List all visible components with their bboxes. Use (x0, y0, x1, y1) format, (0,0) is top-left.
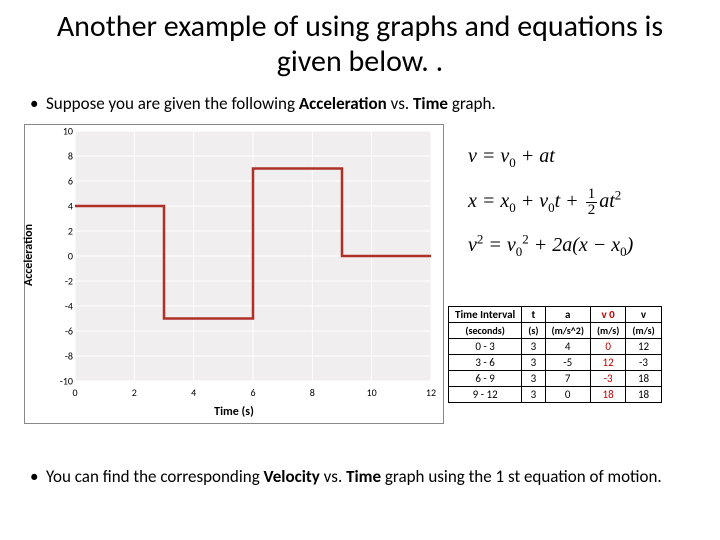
table-header: Time Interval (449, 307, 522, 323)
table-cell: 3 (522, 387, 545, 403)
xtick: 0 (65, 386, 85, 399)
b1-pre: Suppose you are given the following (46, 93, 299, 114)
chart-container: Acceleration Time (s) -10-8-6-4-20246810… (24, 124, 444, 424)
ytick: 8 (57, 150, 73, 163)
table-cell: -3 (626, 355, 661, 371)
content-area: Acceleration Time (s) -10-8-6-4-20246810… (0, 120, 720, 460)
ytick: -2 (57, 275, 73, 288)
table-cell: 3 (522, 371, 545, 387)
table-cell: 18 (626, 387, 661, 403)
table-cell: 0 - 3 (449, 339, 522, 355)
xtick: 2 (124, 386, 144, 399)
ytick: 4 (57, 200, 73, 213)
table-unit: (m/s^2) (545, 323, 590, 339)
ytick: 0 (57, 250, 73, 263)
table-row: 9 - 12301818 (449, 387, 662, 403)
table-header-row: Time Intervaltav 0v (449, 307, 662, 323)
table-row: 0 - 334012 (449, 339, 662, 355)
b2-mid: vs. (320, 466, 346, 487)
table-header: t (522, 307, 545, 323)
table-cell: 4 (545, 339, 590, 355)
ytick: -4 (57, 300, 73, 313)
table-unit: (s) (522, 323, 545, 339)
table-unit: (m/s) (626, 323, 661, 339)
ytick: 10 (57, 125, 73, 138)
table-cell: 18 (626, 371, 661, 387)
ytick: -6 (57, 325, 73, 338)
slide-title: Another example of using graphs and equa… (0, 0, 720, 87)
xtick: 10 (362, 386, 382, 399)
equations-block: v = v0 + at x = x0 + v0t + 12at2 v2 = v0… (468, 130, 698, 271)
table-row: 3 - 63-512-3 (449, 355, 662, 371)
table-cell: 7 (545, 371, 590, 387)
b1-post: graph. (448, 93, 496, 114)
equation-2: x = x0 + v0t + 12at2 (468, 183, 698, 219)
table-cell: 0 (545, 387, 590, 403)
chart-svg (75, 131, 431, 381)
table-cell: 18 (590, 387, 625, 403)
table-header: v 0 (590, 307, 625, 323)
table-cell: -3 (590, 371, 625, 387)
table-cell: 0 (590, 339, 625, 355)
b2-bold: Velocity (264, 466, 320, 487)
chart-xlabel: Time (s) (25, 405, 443, 419)
table-cell: 12 (590, 355, 625, 371)
xtick: 6 (243, 386, 263, 399)
chart-ylabel-text: Acceleration (22, 224, 36, 286)
ytick: -8 (57, 350, 73, 363)
b1-mid: vs. (387, 93, 413, 114)
bullet-1: Suppose you are given the following Acce… (46, 93, 692, 114)
xtick: 8 (302, 386, 322, 399)
equation-3: v2 = v02 + 2a(x − x0) (468, 227, 698, 263)
table-cell: 6 - 9 (449, 371, 522, 387)
xtick: 12 (421, 386, 441, 399)
table-unit: (seconds) (449, 323, 522, 339)
data-table: Time Intervaltav 0v (seconds)(s)(m/s^2)(… (448, 306, 662, 403)
table-row: 6 - 937-318 (449, 371, 662, 387)
table-header: a (545, 307, 590, 323)
table-cell: -5 (545, 355, 590, 371)
table-cell: 3 (522, 339, 545, 355)
table-cell: 3 (522, 355, 545, 371)
b1-bold2: Time (413, 93, 448, 114)
xtick: 4 (184, 386, 204, 399)
table-cell: 9 - 12 (449, 387, 522, 403)
table-header: v (626, 307, 661, 323)
ytick: 2 (57, 225, 73, 238)
table-cell: 3 - 6 (449, 355, 522, 371)
equation-1: v = v0 + at (468, 138, 698, 174)
table-units-row: (seconds)(s)(m/s^2)(m/s)(m/s) (449, 323, 662, 339)
table-unit: (m/s) (590, 323, 625, 339)
ytick: 6 (57, 175, 73, 188)
b2-bold2: Time (346, 466, 381, 487)
b1-bold: Acceleration (299, 93, 387, 114)
bullet-2: You can find the corresponding Velocity … (46, 466, 692, 487)
table-cell: 12 (626, 339, 661, 355)
b2-pre: You can find the corresponding (46, 466, 264, 487)
b2-post: graph using the 1 st equation of motion. (381, 466, 662, 487)
